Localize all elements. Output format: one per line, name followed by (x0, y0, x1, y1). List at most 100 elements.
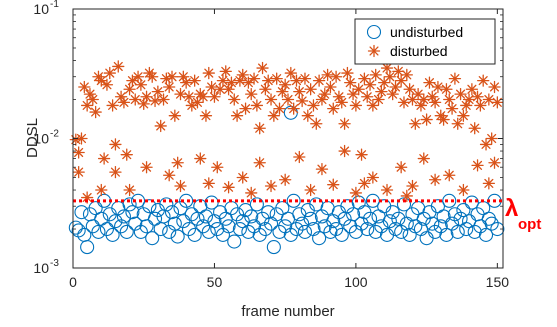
data-point-undisturbed (266, 240, 281, 255)
data-point-disturbed (72, 165, 85, 179)
data-point-disturbed (123, 183, 136, 197)
x-tick-label: 150 (486, 274, 510, 290)
x-tick-label: 0 (69, 274, 77, 290)
data-point-disturbed (304, 83, 317, 96)
data-point-disturbed (400, 189, 413, 203)
data-point-disturbed (281, 93, 295, 106)
data-point-disturbed (414, 99, 428, 112)
data-point-disturbed (287, 102, 300, 115)
data-point-disturbed (293, 85, 306, 98)
data-point-disturbed (216, 74, 230, 87)
data-point-disturbed (488, 80, 501, 94)
legend-label-undisturbed: undisturbed (390, 24, 463, 40)
data-point-disturbed (485, 132, 498, 145)
data-point-disturbed (338, 144, 351, 158)
data-point-disturbed (264, 93, 278, 106)
data-point-disturbed (148, 94, 162, 108)
data-point-disturbed (349, 186, 363, 200)
data-point-disturbed (171, 156, 184, 169)
data-point-undisturbed (303, 211, 318, 226)
data-point-disturbed (236, 171, 249, 184)
data-point-disturbed (196, 90, 210, 103)
data-point-disturbed (443, 93, 456, 106)
data-point-disturbed (168, 109, 181, 122)
threshold-label-main: λ (505, 195, 518, 222)
data-point-disturbed (250, 99, 264, 112)
data-point-disturbed (279, 78, 292, 91)
data-point-undisturbed (354, 216, 369, 231)
data-point-undisturbed (428, 224, 443, 239)
data-point-disturbed (395, 74, 408, 87)
data-point-disturbed (211, 161, 224, 174)
data-point-disturbed (327, 102, 340, 115)
data-point-undisturbed (227, 234, 242, 249)
data-point-disturbed (154, 119, 167, 133)
data-point-undisturbed (346, 207, 361, 222)
data-point-disturbed (352, 83, 365, 96)
data-point-undisturbed (162, 224, 177, 239)
data-point-undisturbed (80, 240, 95, 255)
data-point-disturbed (321, 68, 334, 82)
data-point-disturbed (117, 96, 131, 109)
legend-marker-circle (366, 24, 382, 40)
data-point-disturbed (245, 186, 258, 200)
data-point-undisturbed (85, 219, 100, 234)
data-point-disturbed (222, 181, 235, 194)
data-point-disturbed (346, 88, 360, 101)
data-point-undisturbed (464, 195, 479, 210)
x-axis-label: frame number (241, 303, 334, 320)
y-tick-label-exponent: -2 (50, 129, 59, 140)
threshold-label-sub: opt (518, 216, 541, 233)
data-point-undisturbed (425, 216, 440, 231)
data-point-undisturbed (456, 203, 471, 218)
data-point-undisturbed (368, 224, 383, 239)
data-point-undisturbed (450, 224, 465, 239)
data-point-disturbed (298, 72, 312, 85)
y-tick-label: 10 (33, 260, 49, 276)
data-point-disturbed (383, 70, 396, 83)
data-point-disturbed (290, 74, 303, 87)
data-point-disturbed (397, 96, 411, 109)
data-point-disturbed (457, 183, 470, 197)
data-point-disturbed (406, 179, 419, 193)
data-point-undisturbed (119, 224, 134, 239)
data-point-disturbed (109, 165, 122, 179)
data-point-undisturbed (286, 193, 301, 208)
data-point-disturbed (267, 109, 281, 122)
data-point-disturbed (239, 102, 252, 115)
data-point-disturbed (491, 96, 504, 109)
data-point-disturbed (219, 65, 232, 78)
data-point-disturbed (307, 99, 320, 112)
data-point-disturbed (409, 117, 422, 130)
data-point-undisturbed (122, 197, 137, 212)
data-point-disturbed (103, 66, 116, 80)
legend-marker-disturbed (367, 44, 381, 58)
data-point-undisturbed (334, 227, 349, 242)
data-point-disturbed (194, 152, 207, 165)
data-point-disturbed (477, 74, 490, 87)
data-point-disturbed (72, 146, 85, 159)
data-point-undisturbed (241, 224, 256, 239)
data-point-disturbed (363, 78, 377, 91)
data-point-disturbed (471, 90, 484, 103)
data-point-undisturbed (445, 216, 460, 231)
data-point-undisturbed (394, 224, 409, 239)
data-point-disturbed (80, 99, 94, 112)
data-point-disturbed (318, 88, 331, 101)
data-point-disturbed (349, 99, 363, 112)
data-point-disturbed (451, 117, 464, 130)
data-point-undisturbed (170, 229, 185, 244)
data-point-undisturbed (145, 231, 160, 246)
data-point-disturbed (205, 80, 218, 94)
data-point-undisturbed (478, 227, 494, 242)
data-point-disturbed (126, 74, 139, 87)
y-axis-ticks: 10-310-210-1 (33, 0, 503, 276)
data-point-disturbed (123, 83, 136, 96)
data-point-disturbed (75, 132, 88, 145)
data-point-undisturbed (116, 209, 131, 224)
data-point-disturbed (335, 96, 348, 109)
data-point-disturbed (230, 109, 244, 122)
data-point-undisturbed (176, 214, 191, 229)
data-point-disturbed (259, 83, 272, 96)
